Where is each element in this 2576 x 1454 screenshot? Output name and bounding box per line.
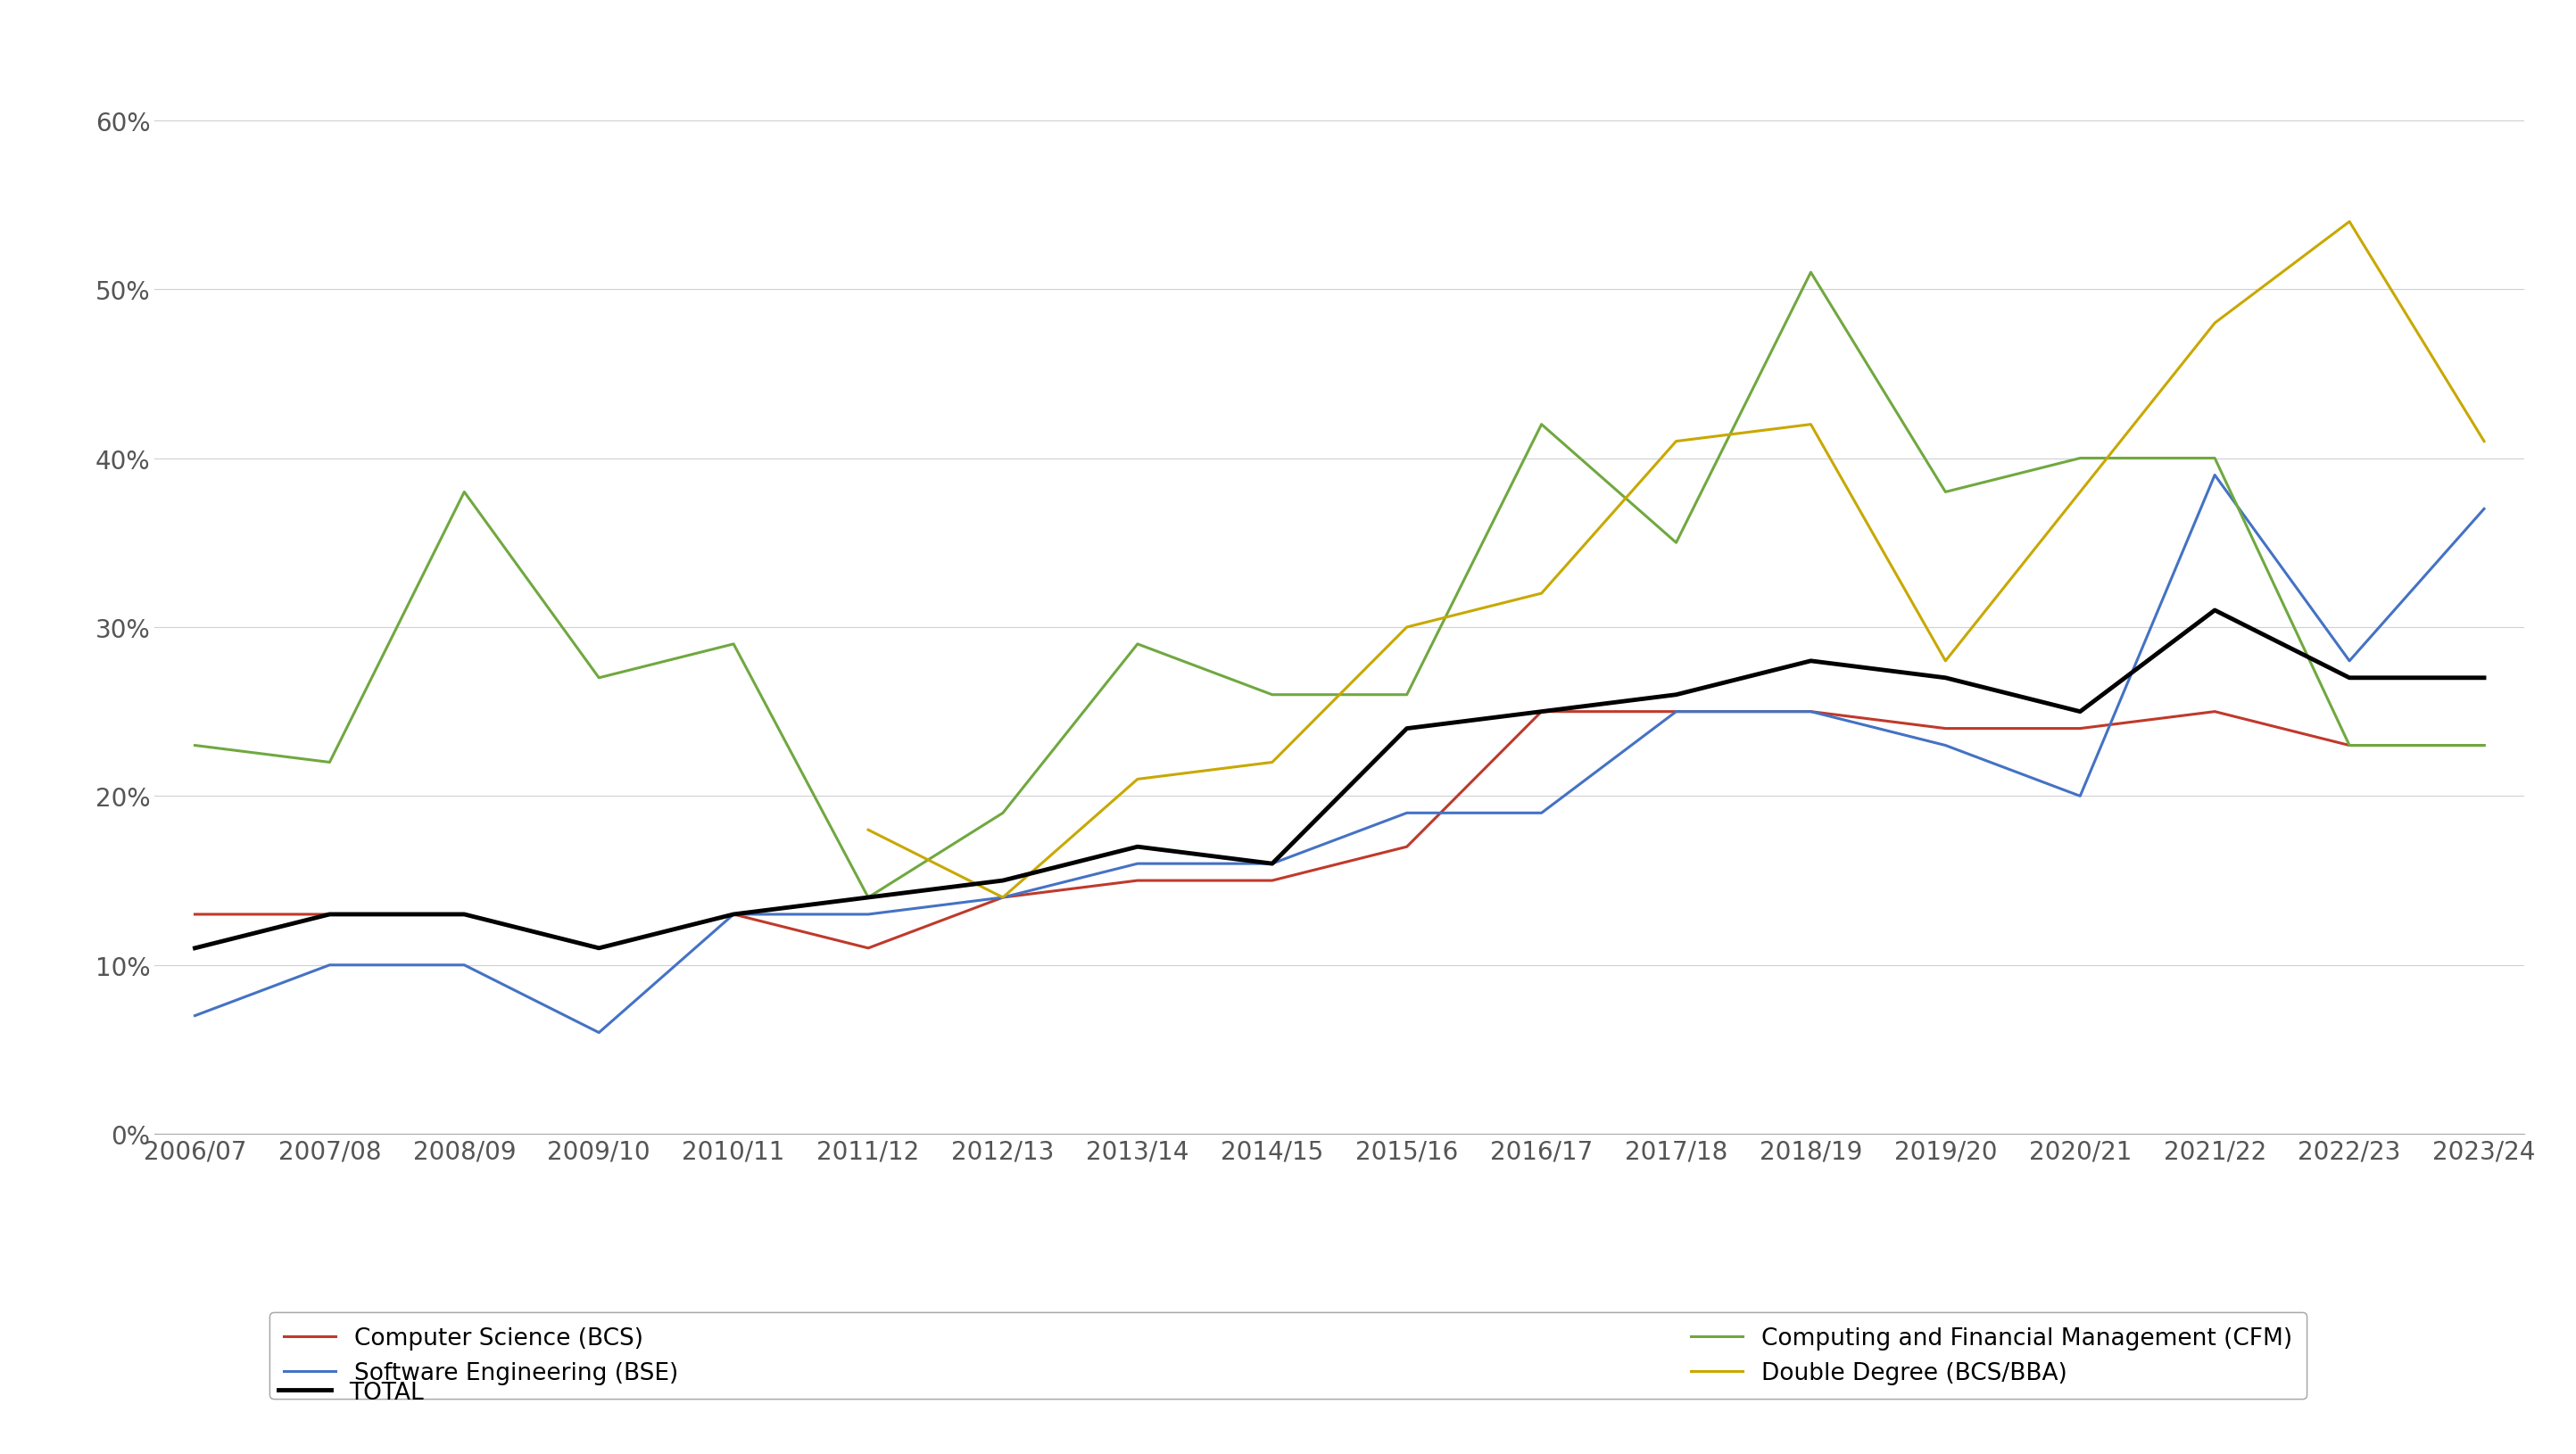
Legend: Computer Science (BCS), Software Engineering (BSE), Computing and Financial Mana: Computer Science (BCS), Software Enginee… (270, 1313, 2306, 1399)
Legend: TOTAL: TOTAL (270, 1371, 433, 1413)
